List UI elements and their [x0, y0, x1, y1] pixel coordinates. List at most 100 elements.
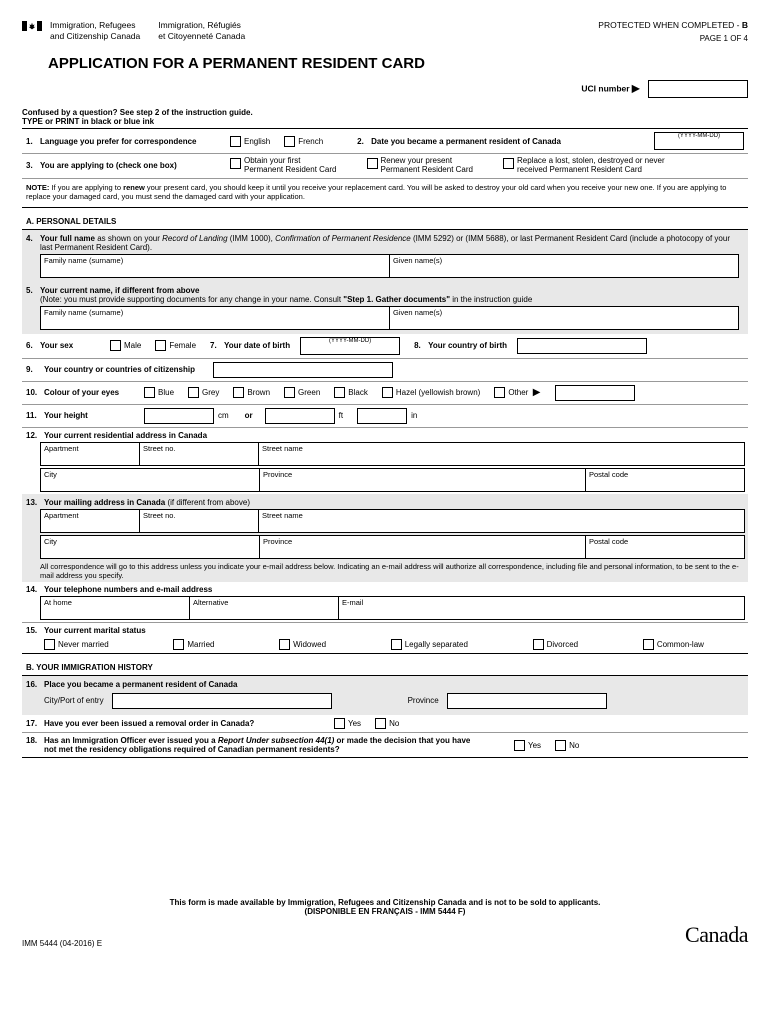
arrow-icon: ▶: [533, 387, 541, 398]
q1-label: Language you prefer for correspondence: [40, 137, 220, 146]
q5-num: 5.: [26, 286, 40, 304]
q7-label: Your date of birth: [224, 341, 290, 350]
q6-label: Your sex: [40, 341, 100, 350]
q13-city-input[interactable]: City: [40, 535, 260, 559]
q12-city-input[interactable]: City: [40, 468, 260, 492]
q15-married-checkbox[interactable]: [173, 639, 184, 650]
q10-black-checkbox[interactable]: [334, 387, 345, 398]
q11-in-input[interactable]: [357, 408, 407, 424]
footer-line1: This form is made available by Immigrati…: [22, 898, 748, 907]
q5-family-input[interactable]: Family name (surname): [40, 306, 390, 330]
q10-green-checkbox[interactable]: [284, 387, 295, 398]
q15-never-checkbox[interactable]: [44, 639, 55, 650]
q15-common-checkbox[interactable]: [643, 639, 654, 650]
q14-email-input[interactable]: E-mail: [338, 596, 745, 620]
q13-apt-input[interactable]: Apartment: [40, 509, 140, 533]
q10-num: 10.: [26, 388, 44, 397]
q17-row: 17. Have you ever been issued a removal …: [22, 715, 748, 733]
q12-apt-input[interactable]: Apartment: [40, 442, 140, 466]
q11-num: 11.: [26, 411, 44, 420]
q13-postal-input[interactable]: Postal code: [585, 535, 745, 559]
q3-replace-label: Replace a lost, stolen, destroyed or nev…: [517, 157, 665, 175]
q5-given-input[interactable]: Given name(s): [389, 306, 739, 330]
q8-country-input[interactable]: [517, 338, 647, 354]
q10-blue-checkbox[interactable]: [144, 387, 155, 398]
q10-brown-checkbox[interactable]: [233, 387, 244, 398]
instructions: Confused by a question? See step 2 of th…: [22, 108, 748, 126]
q12-postal-input[interactable]: Postal code: [585, 468, 745, 492]
q14-alt-input[interactable]: Alternative: [189, 596, 339, 620]
q14-num: 14.: [26, 585, 44, 594]
q1-english-checkbox[interactable]: [230, 136, 241, 147]
canada-flag-icon: [22, 20, 42, 32]
q6-male-checkbox[interactable]: [110, 340, 121, 351]
q16-prov-input[interactable]: [447, 693, 607, 709]
q13-label: Your mailing address in Canada (if diffe…: [44, 498, 250, 507]
q17-yes-checkbox[interactable]: [334, 718, 345, 729]
q15-legal-checkbox[interactable]: [391, 639, 402, 650]
uci-label: UCI number: [581, 83, 629, 93]
dept-fr-1: Immigration, Réfugiés: [158, 20, 245, 31]
q1-french-checkbox[interactable]: [284, 136, 295, 147]
q13-stno-input[interactable]: Street no.: [139, 509, 259, 533]
q18-label: Has an Immigration Officer ever issued y…: [44, 736, 484, 754]
q18-row: 18. Has an Immigration Officer ever issu…: [22, 733, 748, 758]
q12-label: Your current residential address in Cana…: [44, 431, 207, 440]
q4-section: 4. Your full name as shown on your Recor…: [22, 230, 748, 282]
q2-date-input[interactable]: (YYYY-MM-DD): [654, 132, 744, 150]
q10-other-checkbox[interactable]: [494, 387, 505, 398]
q8-num: 8.: [414, 341, 428, 350]
q3-renew-checkbox[interactable]: [367, 158, 378, 169]
q14-home-input[interactable]: At home: [40, 596, 190, 620]
q7-date-input[interactable]: (YYYY-MM-DD): [300, 337, 400, 355]
q3-label: You are applying to (check one box): [40, 161, 220, 170]
q6-num: 6.: [26, 341, 40, 350]
q9-citizenship-input[interactable]: [213, 362, 393, 378]
q18-no-checkbox[interactable]: [555, 740, 566, 751]
footer-line2: (DISPONIBLE EN FRANÇAIS - IMM 5444 F): [22, 907, 748, 916]
q3-obtain-checkbox[interactable]: [230, 158, 241, 169]
q4-num: 4.: [26, 234, 40, 252]
q18-yes-checkbox[interactable]: [514, 740, 525, 751]
q14-label: Your telephone numbers and e-mail addres…: [44, 585, 212, 594]
q11-cm-input[interactable]: [144, 408, 214, 424]
q10-grey-checkbox[interactable]: [188, 387, 199, 398]
q1-q2-row: 1. Language you prefer for correspondenc…: [22, 129, 748, 154]
q3-row: 3. You are applying to (check one box) O…: [22, 154, 748, 179]
q11-ft-input[interactable]: [265, 408, 335, 424]
q10-hazel-checkbox[interactable]: [382, 387, 393, 398]
q12-stname-input[interactable]: Street name: [258, 442, 745, 466]
q2-num: 2.: [357, 137, 371, 146]
protected-label: PROTECTED WHEN COMPLETED - B: [598, 20, 748, 30]
q9-row: 9. Your country or countries of citizens…: [22, 359, 748, 382]
q4-label: Your full name as shown on your Record o…: [40, 234, 744, 252]
uci-input[interactable]: [648, 80, 748, 98]
q5-label: Your current name, if different from abo…: [40, 286, 532, 304]
q16-section: 16. Place you became a permanent residen…: [22, 676, 748, 715]
q10-label: Colour of your eyes: [44, 388, 134, 397]
q13-prov-input[interactable]: Province: [259, 535, 586, 559]
section-b-header: B. YOUR IMMIGRATION HISTORY: [22, 660, 748, 676]
q5-section: 5. Your current name, if different from …: [22, 282, 748, 334]
q13-stname-input[interactable]: Street name: [258, 509, 745, 533]
q4-given-input[interactable]: Given name(s): [389, 254, 739, 278]
note-text: NOTE: If you are applying to renew your …: [22, 179, 748, 208]
q6-female-checkbox[interactable]: [155, 340, 166, 351]
dept-en-2: and Citizenship Canada: [50, 31, 140, 42]
q13-note: All correspondence will go to this addre…: [26, 559, 744, 580]
q15-divorced-checkbox[interactable]: [533, 639, 544, 650]
q3-obtain-label: Obtain your firstPermanent Resident Card: [244, 157, 337, 175]
q4-family-input[interactable]: Family name (surname): [40, 254, 390, 278]
q16-city-input[interactable]: [112, 693, 332, 709]
q15-widowed-checkbox[interactable]: [279, 639, 290, 650]
q15-label: Your current marital status: [44, 626, 146, 635]
q10-other-input[interactable]: [555, 385, 635, 401]
q17-no-checkbox[interactable]: [375, 718, 386, 729]
q12-prov-input[interactable]: Province: [259, 468, 586, 492]
q15-header: 15. Your current marital status: [22, 622, 748, 636]
q3-renew-label: Renew your presentPermanent Resident Car…: [381, 157, 474, 175]
department-name: Immigration, Refugees and Citizenship Ca…: [50, 20, 245, 42]
q12-stno-input[interactable]: Street no.: [139, 442, 259, 466]
q7-num: 7.: [210, 341, 224, 350]
q3-replace-checkbox[interactable]: [503, 158, 514, 169]
